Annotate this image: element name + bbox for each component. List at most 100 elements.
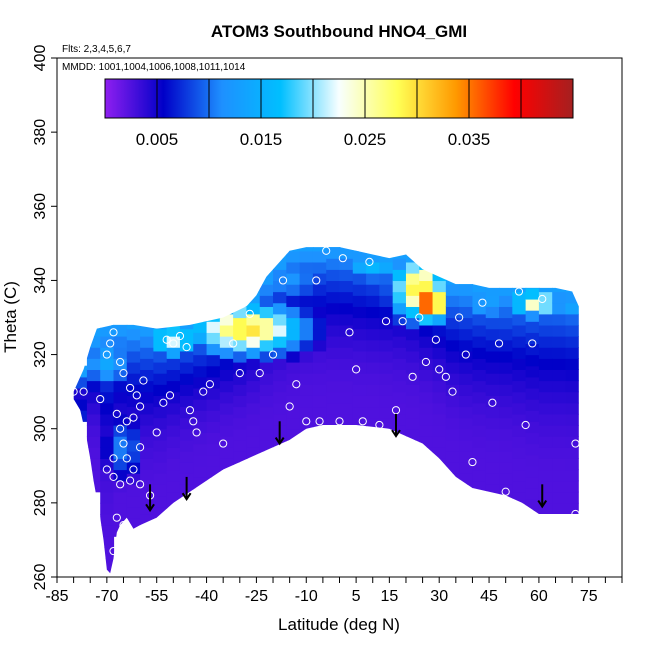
- field-cell: [525, 365, 540, 378]
- field-cell: [246, 447, 261, 459]
- field-cell: [499, 295, 513, 307]
- field-cell: [485, 350, 500, 363]
- field-cell: [472, 280, 487, 293]
- field-cell: [552, 413, 567, 426]
- field-cell: [538, 402, 553, 415]
- field-cell: [419, 336, 434, 348]
- y-axis-tick-label: 360: [32, 193, 49, 220]
- field-cell: [552, 502, 567, 515]
- field-cell: [299, 328, 314, 341]
- measurement-point: [315, 417, 324, 426]
- field-cell: [286, 250, 301, 263]
- field-cell: [512, 369, 527, 382]
- field-cell: [432, 291, 447, 304]
- field-cell: [472, 436, 487, 448]
- field-cell: [419, 280, 434, 293]
- measurement-point: [501, 487, 510, 496]
- field-cell: [445, 406, 460, 419]
- field-cell: [153, 417, 168, 430]
- field-cell: [366, 428, 380, 441]
- field-cell: [366, 317, 380, 330]
- field-cell: [126, 361, 141, 374]
- field-cell: [552, 425, 567, 437]
- y-axis-tick-label: 400: [32, 45, 49, 72]
- field-cell: [525, 454, 540, 467]
- field-cell: [326, 380, 341, 393]
- measurement-point: [135, 480, 145, 489]
- field-cell: [179, 306, 194, 319]
- field-cell: [339, 391, 354, 404]
- field-cell: [419, 258, 434, 270]
- field-layer: [73, 247, 579, 574]
- field-cell: [366, 361, 380, 374]
- field-cell: [140, 480, 154, 493]
- field-cell: [113, 380, 128, 393]
- measurement-point: [96, 394, 105, 404]
- field-cell: [100, 402, 115, 415]
- field-cell: [312, 406, 327, 419]
- field-cell: [459, 473, 474, 485]
- field-cell: [565, 347, 579, 359]
- field-cell: [193, 343, 208, 356]
- field-cell: [485, 462, 500, 474]
- field-cell: [405, 417, 420, 430]
- field-cell: [445, 261, 460, 274]
- field-cell: [392, 369, 407, 382]
- field-cell: [392, 413, 407, 426]
- field-cell: [459, 339, 474, 352]
- field-cell: [153, 517, 168, 530]
- measurement-point: [245, 309, 254, 318]
- field-cell: [326, 269, 341, 282]
- x-axis-tick-label: -70: [95, 588, 118, 605]
- measurement-point: [278, 276, 288, 285]
- field-cell: [233, 462, 248, 474]
- field-cell: [126, 406, 141, 419]
- field-cell: [219, 413, 234, 426]
- field-cell: [86, 458, 101, 471]
- field-cell: [352, 247, 367, 252]
- field-cell: [379, 328, 394, 341]
- field-cell: [538, 425, 553, 437]
- field-cell: [499, 473, 513, 485]
- field-cell: [233, 317, 248, 330]
- field-cell: [126, 528, 141, 541]
- field-cell: [339, 302, 354, 315]
- field-cell: [259, 384, 274, 396]
- field-cell: [246, 458, 261, 471]
- field-cell: [166, 425, 181, 437]
- field-cell: [352, 406, 367, 419]
- field-cell: [392, 280, 407, 293]
- measurement-point: [139, 376, 148, 385]
- y-axis-tick-label: 300: [32, 415, 49, 442]
- field-cell: [259, 350, 274, 363]
- measurement-point: [109, 328, 118, 337]
- field-cell: [246, 358, 261, 370]
- field-cell: [193, 365, 208, 378]
- field-cell: [432, 413, 447, 426]
- field-cell: [326, 302, 341, 315]
- field-cell: [445, 373, 460, 385]
- field-cell: [140, 425, 154, 437]
- measurement-point: [375, 420, 384, 430]
- field-cell: [299, 261, 314, 274]
- field-cell: [126, 384, 141, 396]
- field-cell: [312, 428, 327, 441]
- field-cell: [525, 421, 540, 434]
- axes: -85 -70 -55 -40 -25 -10 5 15 30 45 60 75 260 280 300 32…: [32, 45, 623, 605]
- field-cell: [512, 402, 527, 415]
- field-cell: [286, 350, 301, 363]
- field-cell: [273, 291, 287, 304]
- field-cell: [512, 469, 527, 482]
- field-cell: [206, 365, 221, 378]
- field-cell: [552, 458, 567, 471]
- field-cell: [366, 384, 380, 396]
- field-cell: [366, 373, 380, 385]
- field-cell: [246, 436, 261, 448]
- field-cell: [472, 269, 487, 282]
- field-cell: [405, 339, 420, 352]
- field-cell: [100, 513, 115, 526]
- field-cell: [379, 339, 394, 352]
- field-cell: [259, 395, 274, 408]
- field-cell: [379, 273, 394, 285]
- field-cell: [538, 436, 553, 448]
